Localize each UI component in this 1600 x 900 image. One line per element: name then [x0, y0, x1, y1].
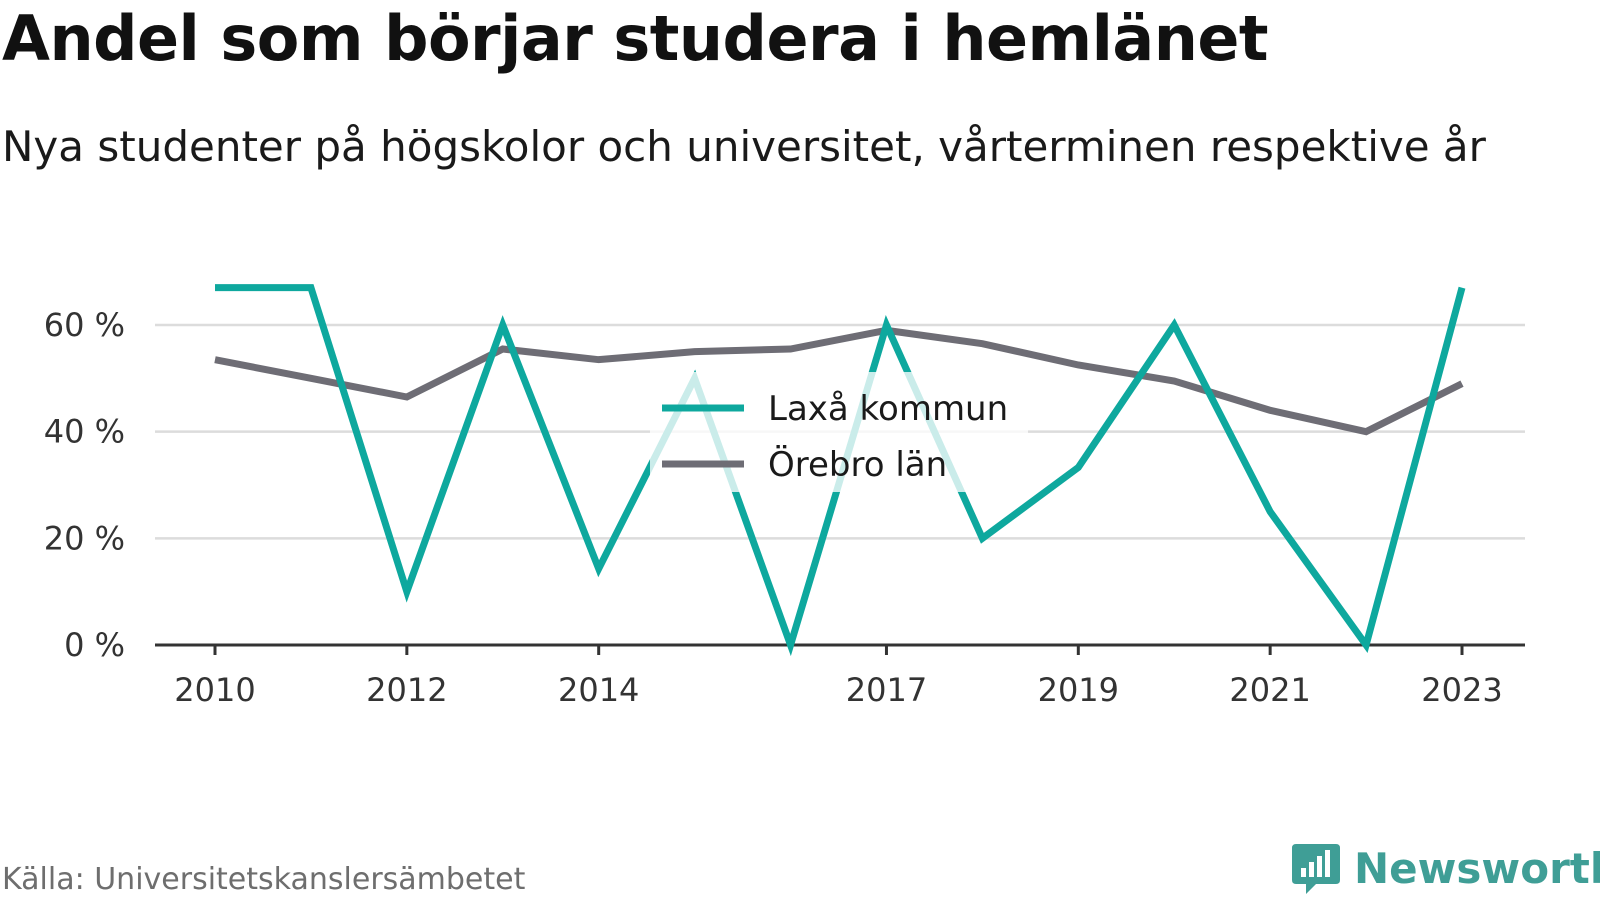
x-tick-label: 2019 — [1038, 671, 1119, 709]
series-line-orebro-lan — [214, 326, 1464, 436]
x-tick-label: 2017 — [846, 671, 927, 709]
legend-background — [650, 372, 1028, 492]
x-tick-label: 2021 — [1229, 671, 1310, 709]
x-tick-label: 2010 — [174, 671, 255, 709]
legend-label: Örebro län — [768, 444, 947, 485]
brand-logo: Newsworthy — [1290, 840, 1600, 896]
x-tick-label: 2012 — [366, 671, 447, 709]
y-tick-label: 0 % — [64, 626, 125, 664]
x-tick-label: 2023 — [1421, 671, 1502, 709]
brand-name: Newsworthy — [1354, 843, 1600, 893]
x-tick-label: 2014 — [558, 671, 639, 709]
axes: 0 % 20 % 40 % 60 % 2010 2012 2014 2017 2019 2021 2… — [44, 306, 1525, 709]
newsworthy-logo-icon — [1292, 844, 1340, 894]
y-tick-label: 60 % — [44, 306, 125, 344]
y-tick-label: 20 % — [44, 519, 125, 557]
page-subtitle: Nya studenter på högskolor och universit… — [2, 122, 1486, 171]
page-title: Andel som börjar studera i hemlänet — [2, 2, 1269, 75]
legend: Laxå kommun Örebro län — [650, 372, 1028, 492]
y-tick-label: 40 % — [44, 413, 125, 451]
source-note: Källa: Universitetskanslersämbetet — [2, 862, 526, 897]
legend-label: Laxå kommun — [768, 389, 1008, 429]
